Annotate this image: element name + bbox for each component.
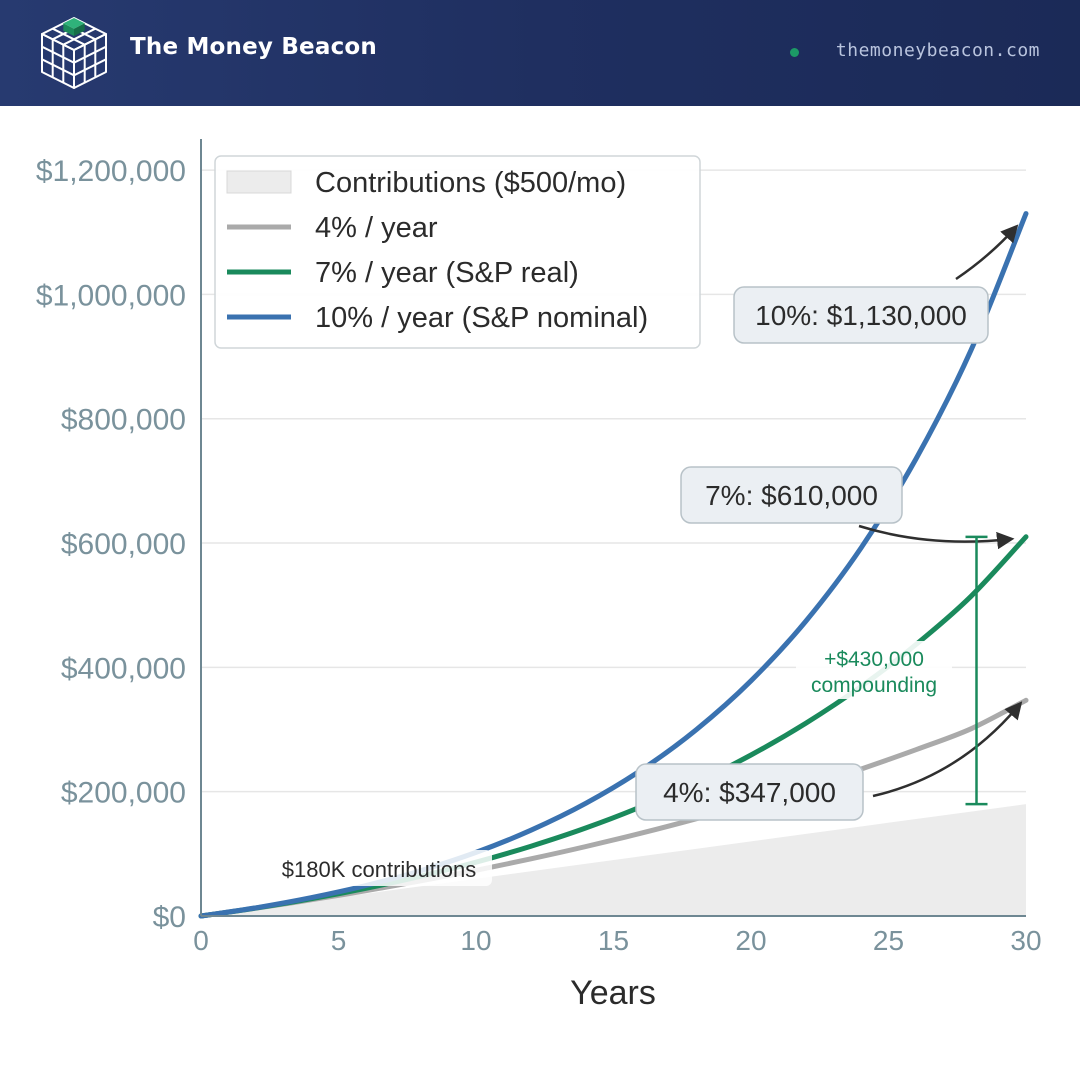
legend-box (214, 155, 701, 349)
x-tick-label: 10 (460, 925, 491, 956)
legend-label: 10% / year (S&P nominal) (315, 302, 648, 334)
series-line-3 (198, 211, 1029, 919)
legend-label: 7% / year (S&P real) (315, 257, 579, 289)
status-dot-icon (790, 48, 799, 57)
y-tick-label: $400,000 (61, 652, 186, 685)
y-tick-label: $800,000 (61, 404, 186, 437)
callout-4-box (635, 763, 864, 821)
x-tick-label: 25 (873, 925, 904, 956)
gap-label-line1: +$430,000 (824, 648, 924, 671)
legend-label: 4% / year (315, 212, 438, 244)
legend-swatch (226, 170, 292, 194)
contrib-label: $180K contributions (282, 857, 476, 882)
arrow-7 (858, 524, 1015, 550)
legend-label: Contributions ($500/mo) (315, 167, 626, 199)
contrib-label-bg (266, 850, 492, 886)
y-tick-label: $1,200,000 (36, 155, 186, 188)
arrow-10 (955, 224, 1019, 281)
y-tick-label: $200,000 (61, 777, 186, 810)
callout-7-label: 7%: $610,000 (705, 480, 878, 511)
callout-10-label: 10%: $1,130,000 (755, 300, 967, 331)
x-tick-label: 15 (598, 925, 629, 956)
contributions-area (201, 804, 1026, 916)
callout-4-label: 4%: $347,000 (663, 777, 836, 808)
growth-chart: $0 $200,000 $400,000 $600,000 $800,000 $1,000… (36, 139, 1042, 1012)
x-tick-label: 30 (1010, 925, 1041, 956)
site-header: The Money Beacon themoneybeacon.com (0, 0, 1080, 106)
x-tick-label: 0 (193, 925, 209, 956)
cube-grid-icon (41, 17, 107, 89)
callout-10-box (733, 286, 989, 344)
gap-label-line2: compounding (811, 674, 937, 697)
site-url: themoneybeacon.com (835, 40, 1040, 61)
gap-label-bg (796, 641, 952, 699)
y-tick-label: $1,000,000 (36, 279, 186, 312)
callout-7-box (680, 466, 903, 524)
brand-title: The Money Beacon (130, 34, 377, 60)
y-tick-label: $600,000 (61, 528, 186, 561)
arrow-4 (872, 701, 1023, 798)
x-tick-label: 5 (331, 925, 347, 956)
x-axis-title: Years (570, 974, 656, 1012)
y-tick-label: $0 (153, 901, 186, 934)
x-tick-label: 20 (735, 925, 766, 956)
